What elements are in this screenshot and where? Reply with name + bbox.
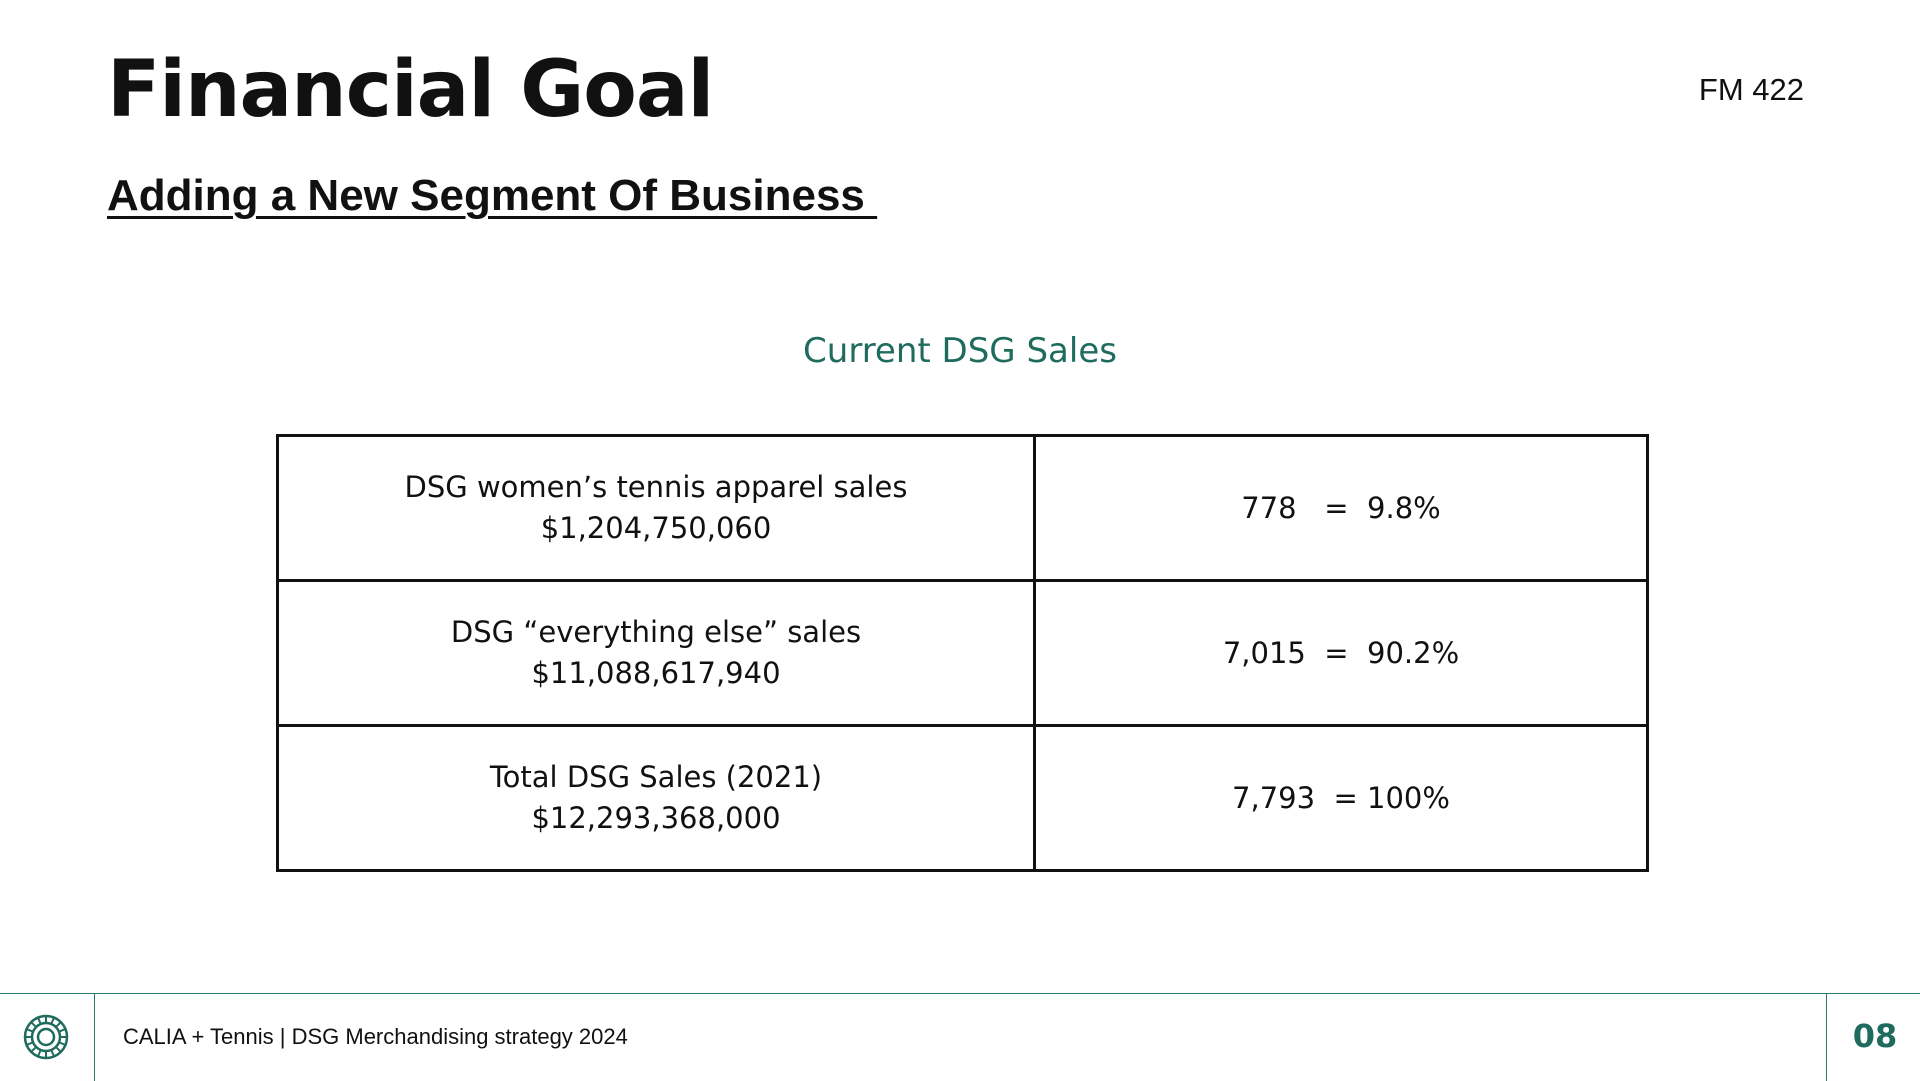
sales-label-cell: DSG women’s tennis apparel sales $1,204,… [276,434,1036,582]
sales-amount: $1,204,750,060 [540,511,772,545]
tennis-ball-ring-icon [23,1014,69,1060]
footer-divider [1826,994,1827,1081]
sales-amount: $11,088,617,940 [531,656,781,690]
sales-table: DSG women’s tennis apparel sales $1,204,… [276,434,1649,872]
footer-caption: CALIA + Tennis | DSG Merchandising strat… [123,1024,628,1049]
sales-share: 7,015 = 90.2% [1033,579,1649,727]
table-row: DSG women’s tennis apparel sales $1,204,… [276,434,1649,582]
sales-label: DSG “everything else” sales [450,615,862,649]
sales-label-cell: DSG “everything else” sales $11,088,617,… [276,579,1036,727]
footer-bar: CALIA + Tennis | DSG Merchandising strat… [0,993,1920,1081]
footer-divider [94,994,95,1081]
sales-label: DSG women’s tennis apparel sales [404,470,908,504]
sales-label-cell: Total DSG Sales (2021) $12,293,368,000 [276,724,1036,872]
sales-share: 7,793 = 100% [1033,724,1649,872]
sales-label: Total DSG Sales (2021) [489,760,823,794]
table-row: Total DSG Sales (2021) $12,293,368,000 7… [276,724,1649,872]
table-row: DSG “everything else” sales $11,088,617,… [276,579,1649,727]
page-number: 08 [1852,1017,1898,1055]
slide-title: Financial Goal [107,45,714,135]
sales-amount: $12,293,368,000 [531,801,781,835]
sales-share: 778 = 9.8% [1033,434,1649,582]
slide-subtitle: Adding a New Segment Of Business [107,171,878,220]
course-code: FM 422 [1698,72,1804,107]
table-caption: Current DSG Sales [803,331,1117,371]
